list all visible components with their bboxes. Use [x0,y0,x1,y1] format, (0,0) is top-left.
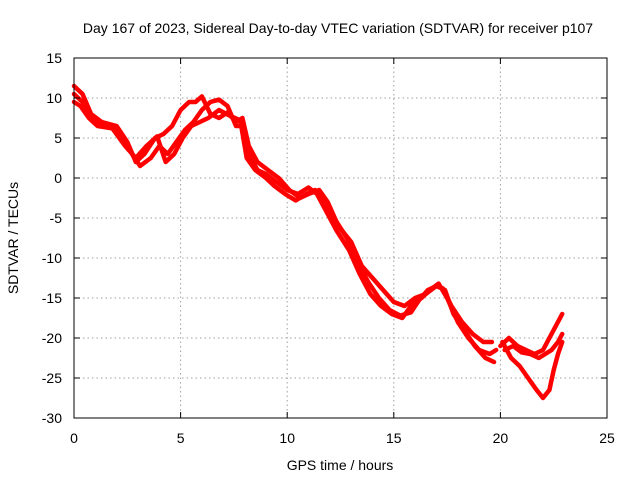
y-tick-label: 15 [46,50,62,66]
x-tick-label: 5 [177,430,185,446]
series-trace-6 [502,331,565,361]
y-tick-label: -10 [42,250,62,266]
axis-ticks: 0 5 10 15 20 25 15 10 5 0 -5 -10 -15 -20 -25 -30 [42,50,615,446]
y-tick-label: -20 [42,330,62,346]
plot-frame [73,57,608,419]
data-series [71,83,565,401]
grid-lines [74,58,607,418]
y-tick-label: 0 [54,170,62,186]
y-tick-label: 10 [46,90,62,106]
y-tick-label: -15 [42,290,62,306]
y-tick-label: -25 [42,370,62,386]
y-axis-label: SDTVAR / TECUs [5,182,21,294]
x-tick-label: 25 [599,430,615,446]
chart-title: Day 167 of 2023, Sidereal Day-to-day VTE… [83,20,593,36]
series-trace-3 [71,99,495,345]
x-tick-label: 20 [493,430,509,446]
x-tick-label: 15 [386,430,402,446]
x-tick-label: 0 [70,430,78,446]
series-trace-5 [500,339,565,401]
y-tick-label: -30 [42,410,62,426]
series-trace-2 [71,91,499,357]
y-tick-label: -5 [50,210,63,226]
y-tick-label: 5 [54,130,62,146]
x-tick-label: 10 [279,430,295,446]
x-axis-label: GPS time / hours [287,457,394,473]
series-trace-1 [71,83,497,365]
